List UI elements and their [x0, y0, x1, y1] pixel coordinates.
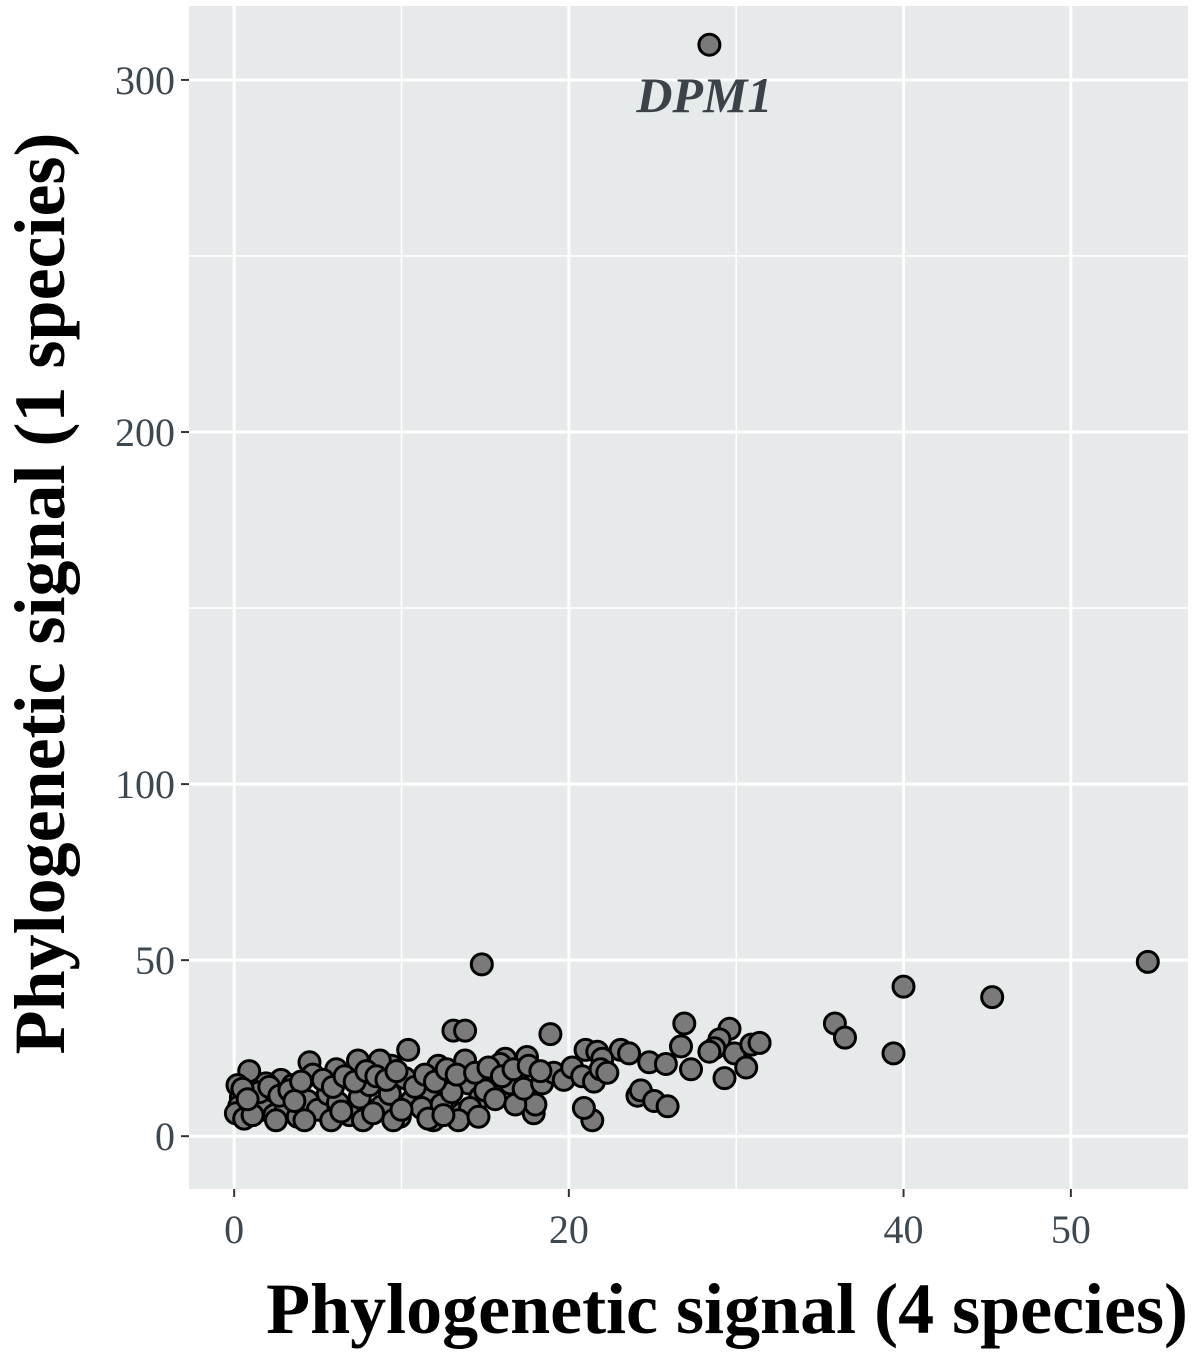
- x-axis: 0 20 40 50: [224, 1189, 1091, 1252]
- y-tick-label: 0: [155, 1114, 175, 1159]
- annotation-label: DPM1: [635, 67, 772, 123]
- data-point: [289, 1069, 314, 1094]
- data-point: [431, 1103, 456, 1128]
- data-point: [595, 1060, 620, 1085]
- data-point: [396, 1037, 421, 1062]
- data-point: [747, 1030, 772, 1055]
- data-point: [655, 1094, 680, 1119]
- x-tick-label: 20: [549, 1207, 589, 1252]
- major-gridlines: [189, 6, 1188, 1189]
- data-point: [980, 985, 1005, 1010]
- data-point: [453, 1018, 478, 1043]
- data-point: [617, 1041, 642, 1066]
- data-point: [697, 1039, 722, 1064]
- plot-panel: [189, 6, 1188, 1189]
- data-point: [264, 1108, 288, 1133]
- y-tick-label: 50: [135, 938, 175, 983]
- y-axis-title: Phylogenetic signal (1 species): [0, 133, 80, 1055]
- data-points: [223, 32, 1160, 1133]
- data-point: [712, 1066, 737, 1091]
- x-tick-label: 50: [1051, 1207, 1091, 1252]
- data-point: [672, 1011, 697, 1036]
- data-point: [528, 1059, 553, 1084]
- x-tick-label: 40: [884, 1207, 924, 1252]
- data-point: [881, 1041, 906, 1066]
- data-point: [235, 1087, 260, 1112]
- data-point: [653, 1052, 678, 1076]
- data-point: [389, 1097, 414, 1122]
- data-point: [361, 1101, 386, 1126]
- data-point: [469, 952, 494, 977]
- data-point: [292, 1108, 317, 1133]
- x-axis-title: Phylogenetic signal (4 species): [266, 1269, 1188, 1349]
- data-point: [483, 1087, 508, 1112]
- data-point: [669, 1034, 693, 1059]
- data-point: [282, 1089, 307, 1113]
- minor-gridlines: [189, 6, 1188, 1189]
- data-point: [571, 1096, 596, 1120]
- data-point: [734, 1055, 759, 1080]
- data-point: [329, 1099, 354, 1124]
- data-point: [384, 1059, 409, 1084]
- y-tick-label: 100: [115, 762, 175, 807]
- data-point: [466, 1104, 491, 1129]
- x-tick-label: 0: [224, 1207, 244, 1252]
- y-axis: 0 50 100 200 300: [115, 58, 189, 1159]
- data-point: [833, 1025, 857, 1050]
- data-point: [1135, 949, 1160, 974]
- y-tick-label: 200: [115, 410, 175, 455]
- data-point: [679, 1057, 703, 1082]
- data-point: [891, 974, 916, 999]
- y-tick-label: 300: [115, 58, 175, 103]
- data-point: [538, 1022, 563, 1047]
- data-point: [697, 32, 722, 57]
